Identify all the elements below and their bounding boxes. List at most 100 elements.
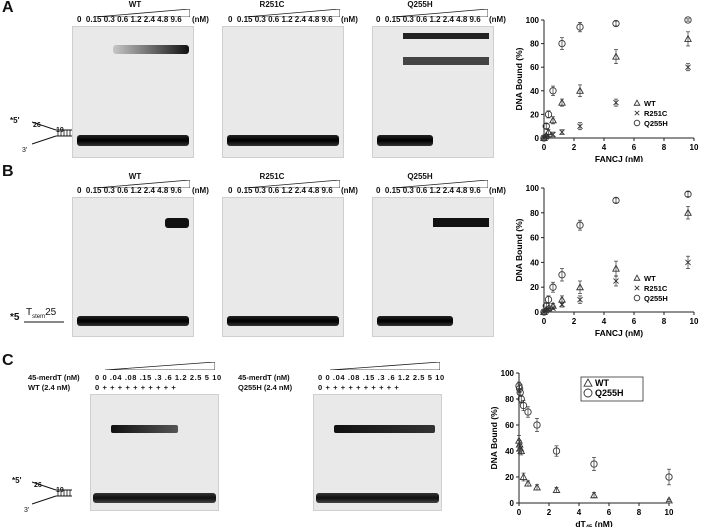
x-tick-label: 0 [517,508,522,517]
data-point-x [613,278,619,284]
data-point-x [550,131,556,138]
x-tick-label: 2 [572,317,577,326]
data-point-triangle [612,52,620,60]
panel-label-c: C [2,352,14,369]
data-point-circle [558,271,566,279]
nm-unit: (nM) [192,15,209,24]
data-point-circle [542,302,550,310]
data-point-circle [633,119,641,127]
data-point-circle [558,39,566,48]
data-point-circle [540,134,548,142]
data-point-circle [540,308,548,316]
concentration-wedge [393,180,488,188]
data-point-triangle [612,264,620,272]
substrate-diagram [31,481,72,505]
legend-label: Q255H [644,294,668,303]
substrate-line [24,321,64,323]
data-point-x-stroke [634,110,640,116]
y-tick-label: 20 [530,283,539,292]
data-point-circle [633,294,641,302]
data-point-circle [684,16,692,24]
data-point-x [559,129,565,135]
gel-image-q255h [372,197,494,337]
legend-label: WT [595,378,609,388]
x-axis-label: dT45 (nM) [575,519,613,527]
gel-title-q255h: Q255H [407,172,433,181]
data-point-triangle [533,483,541,491]
gel-title-r251c: R251C [259,0,285,9]
substrate-length-26: 26 [33,122,41,129]
concentration-wedge [95,9,190,17]
titrant-values: 0 0 .04 .08 .15 .3 .6 1.2 2.5 5 10 [95,373,222,382]
data-point-x [634,285,640,291]
data-point-x-stroke [613,278,619,284]
gel-image-wt [72,197,194,337]
data-point-circle [552,447,561,455]
data-point-circle [517,395,525,403]
data-point-x [613,99,619,106]
data-point-circle [576,221,584,229]
data-point-triangle [590,491,598,499]
data-point-x [577,123,583,130]
data-point-circle [684,190,692,198]
protein-label: WT (2.4 nM) [28,383,71,392]
panel-label-b: B [2,163,14,180]
concentration-labels: 0 0.15 0.3 0.6 1.2 2.4 4.8 9.6 [228,186,333,195]
substrate-3prime-label: 3' [22,147,28,154]
data-point-circle [524,408,532,416]
data-point-x-stroke [685,259,691,266]
data-point-x [685,259,691,266]
data-point-triangle [684,34,692,42]
y-tick-label: 100 [526,16,540,25]
x-tick-label: 8 [662,317,667,326]
data-point-x [685,64,691,71]
data-point-circle [542,122,550,130]
y-tick-label: 40 [530,258,539,267]
data-point-circle [612,19,620,28]
x-tick-label: 10 [665,508,674,517]
series-q255h [540,16,692,142]
substrate-5prime-label: *5' [10,116,20,125]
nm-unit: (nM) [341,186,358,195]
data-point-circle [519,401,528,410]
y-tick-label: 40 [530,87,539,96]
data-point-triangle [665,496,673,504]
data-point-circle [515,384,524,393]
concentration-labels: 0 0.15 0.3 0.6 1.2 2.4 4.8 9.6 [228,15,333,24]
data-point-x-stroke [613,99,619,106]
data-point-x-stroke [685,64,691,71]
titrant-label: 45-merdT (nM) [238,373,290,382]
legend-box [580,376,644,402]
panel-label-a: A [2,0,14,16]
x-tick-label: 0 [542,317,547,326]
substrate-5prime-label: *5' [12,476,22,485]
nm-unit: (nM) [489,15,506,24]
legend-label: R251C [644,284,668,293]
x-tick-label: 6 [632,317,637,326]
x-tick-label: 4 [602,143,607,152]
y-tick-label: 100 [501,369,515,378]
data-point-x [634,110,640,116]
concentration-wedge [95,180,190,188]
data-point-triangle [684,208,692,216]
x-tick-label: 6 [607,508,612,517]
legend-label: Q255H [595,388,624,398]
data-point-circle [549,87,557,95]
concentration-labels: 0 0.15 0.3 0.6 1.2 2.4 4.8 9.6 [376,15,481,24]
data-point-triangle [576,86,584,94]
data-point-triangle [549,116,557,124]
concentration-wedge [105,362,215,370]
y-tick-label: 40 [505,447,514,456]
x-tick-label: 6 [632,143,637,152]
data-point-x [550,305,556,312]
data-point-x-stroke [577,296,583,303]
concentration-wedge [245,9,340,17]
substrate-stem-label: Tstem25 [26,307,57,320]
data-point-triangle [524,479,532,487]
legend-label: Q255H [644,119,668,128]
data-point-x-stroke [577,123,583,130]
concentration-wedge [393,9,488,17]
